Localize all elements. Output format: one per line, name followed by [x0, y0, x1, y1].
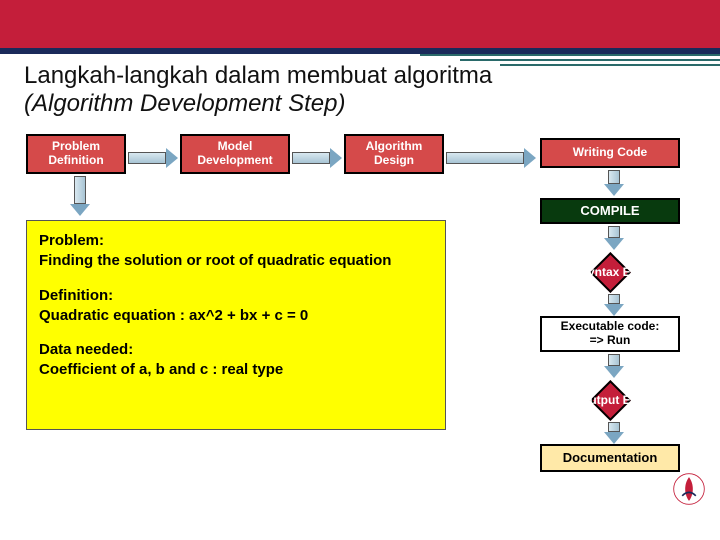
note-data-text: Coefficient of a, b and c : real type [39, 360, 433, 380]
node-output-err: Output Err [560, 380, 660, 420]
node-documentation: Documentation [540, 444, 680, 472]
note-problem-heading: Problem: [39, 231, 433, 251]
note-definition-heading: Definition: [39, 286, 433, 306]
node-algorithm-design: AlgorithmDesign [344, 134, 444, 174]
node-problem-definition: ProblemDefinition [26, 134, 126, 174]
title-line2: (Algorithm Development Step) [24, 90, 696, 118]
node-syntax-err: Syntax Err [560, 252, 660, 292]
node-compile: COMPILE [540, 198, 680, 224]
header-underlines [410, 54, 720, 69]
diagram-canvas: ProblemDefinition ModelDevelopment Algor… [0, 124, 720, 512]
header-bar [0, 0, 720, 48]
arrow-model-to-algo [292, 148, 342, 168]
arrow-code-to-compile [604, 170, 624, 196]
note-data-heading: Data needed: [39, 340, 433, 360]
note-definition-text: Quadratic equation : ax^2 + bx + c = 0 [39, 306, 433, 326]
footer-logo-icon [672, 472, 706, 506]
node-executable: Executable code:=> Run [540, 316, 680, 352]
arrow-def-to-note [70, 176, 90, 216]
arrow-syntax-to-exec [604, 294, 624, 316]
note-box: Problem: Finding the solution or root of… [26, 220, 446, 430]
arrow-exec-to-output [604, 354, 624, 378]
note-problem-text: Finding the solution or root of quadrati… [39, 251, 433, 271]
arrow-def-to-model [128, 148, 178, 168]
node-model-development: ModelDevelopment [180, 134, 290, 174]
node-writing-code: Writing Code [540, 138, 680, 168]
arrow-compile-to-syntax [604, 226, 624, 250]
arrow-output-to-doc [604, 422, 624, 444]
arrow-algo-to-code [446, 148, 536, 168]
